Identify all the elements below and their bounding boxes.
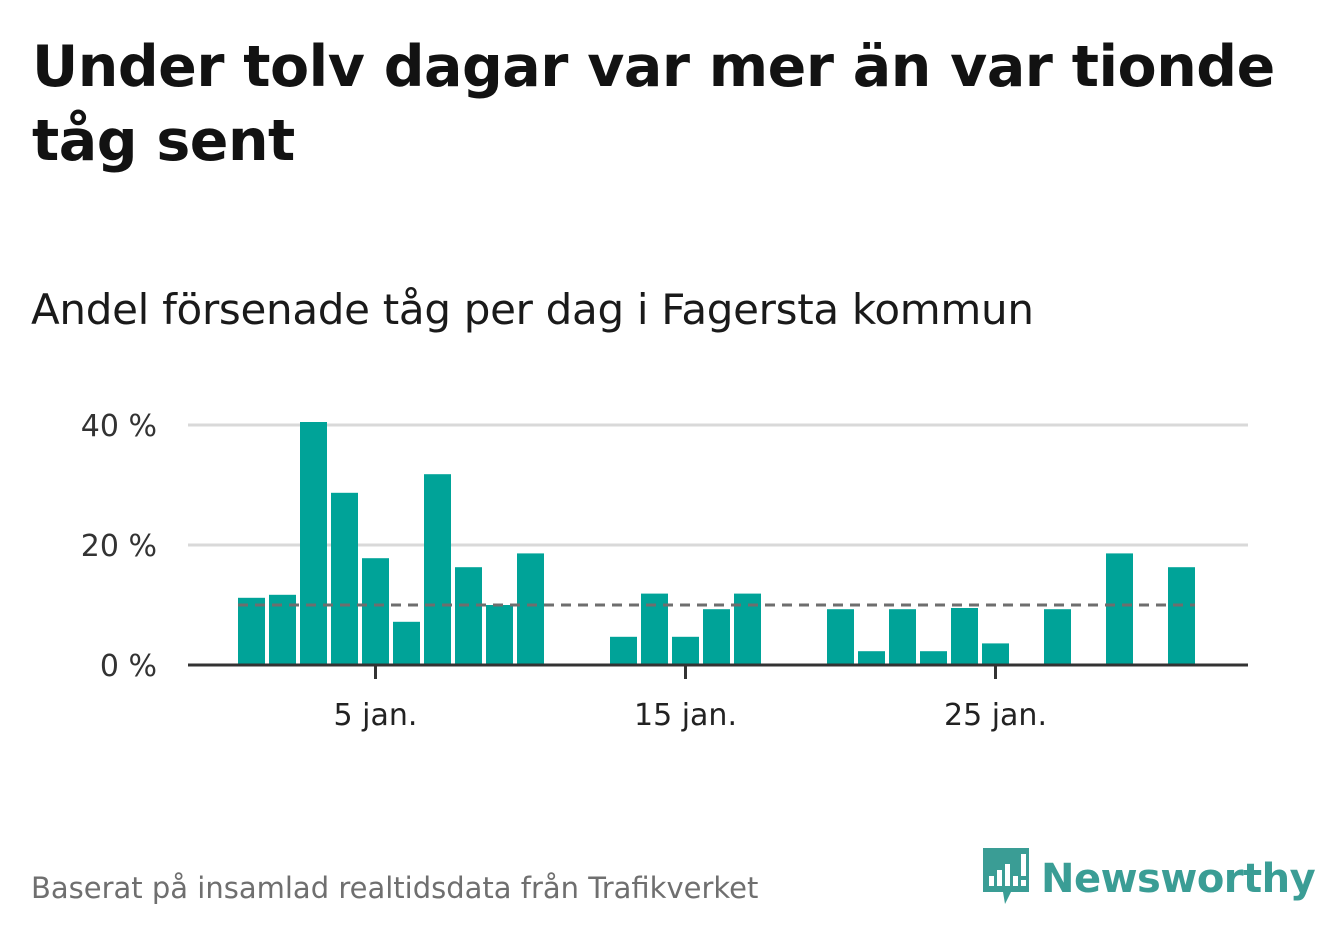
bar-day-22 [889,609,916,665]
chart-title: Under tolv dagar var mer än var tionde t… [32,34,1275,174]
bar-day-25 [982,643,1009,665]
source-note: Baserat på insamlad realtidsdata från Tr… [31,871,759,905]
bar-day-13 [610,636,637,665]
bar-day-20 [827,609,854,665]
grid-lines [188,423,1248,547]
brand-logo[interactable]: Newsworthy [981,846,1316,912]
bar-day-3 [300,422,327,665]
x-tick-label: 15 jan. [634,698,737,733]
bar-day-5 [362,558,389,665]
bar-day-31 [1168,567,1195,665]
bar-day-8 [455,567,482,665]
y-tick-label: 0 % [100,649,157,684]
bar-day-4 [331,492,358,665]
bar-day-23 [920,651,947,665]
x-tick-label: 25 jan. [944,698,1047,733]
bar-day-21 [858,651,885,665]
bar-day-7 [424,474,451,665]
x-tick-label: 5 jan. [334,698,418,733]
bar-day-27 [1044,609,1071,665]
axes: 0 % 20 % 40 % 5 jan. 15 jan. 25 jan. [81,409,1248,733]
bar-day-9 [486,605,513,665]
bar-day-24 [951,608,978,665]
y-tick-label: 20 % [81,529,157,564]
bar-day-15 [672,636,699,665]
brand-name: Newsworthy [1041,856,1316,902]
bar-day-6 [393,621,420,665]
newsworthy-bar-chart-icon [981,846,1031,912]
y-tick-label: 40 % [81,409,157,444]
bar-chart: 0 % 20 % 40 % 5 jan. 15 jan. 25 jan. [81,409,1248,733]
bar-day-16 [703,609,730,665]
chart-subtitle: Andel försenade tåg per dag i Fagersta k… [31,285,1034,334]
bar-day-10 [517,553,544,665]
bar-day-1 [238,597,265,665]
bar-day-29 [1106,553,1133,665]
